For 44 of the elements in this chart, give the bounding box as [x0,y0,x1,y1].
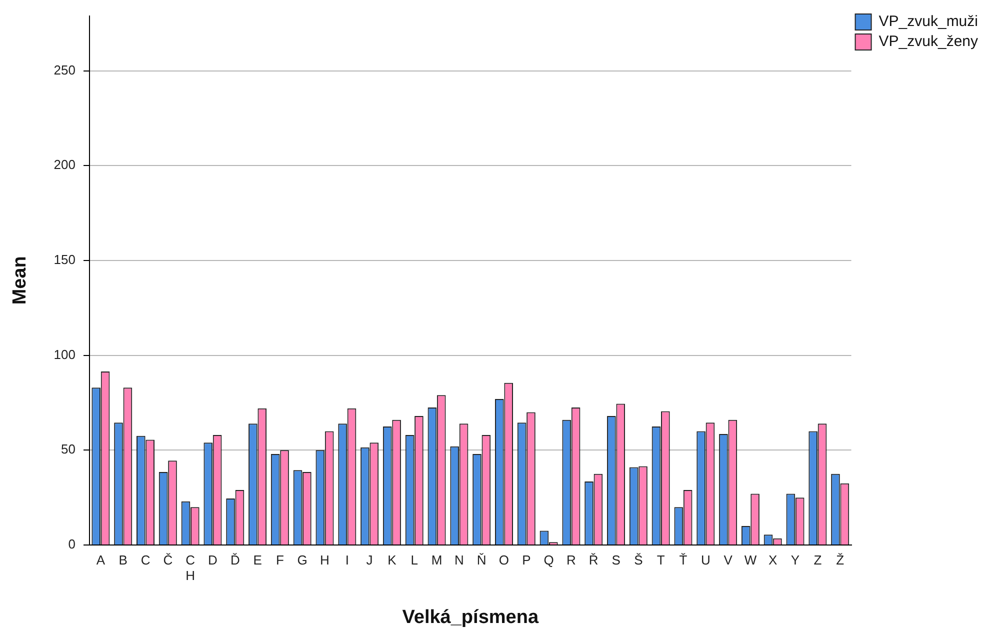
x-tick-label: Č [163,552,173,568]
x-tick-label: K [388,552,397,568]
x-tick-label: N [454,552,464,568]
x-tick-label: Z [814,552,822,568]
x-tick-label: O [498,552,510,568]
x-tick-label: Ň [476,552,486,568]
x-tick-label: D [208,552,218,568]
x-tick-label: V [724,552,733,568]
x-tick-label: M [431,552,442,568]
x-tick-label: Ř [588,552,598,568]
x-tick-label: L [410,552,418,568]
x-tick-label: CH [186,552,196,583]
x-tick-label: R [566,552,576,568]
y-tick-label: 0 [68,536,76,552]
x-tick-label: H [320,552,330,568]
x-tick-label: X [768,552,778,568]
x-tick-label: Q [544,552,554,568]
x-tick-label: Ď [230,552,240,568]
x-tick-label: P [522,552,531,568]
legend-label: VP_zvuk_ženy [878,33,978,50]
y-tick-label: 250 [54,62,76,78]
legend-label: VP_zvuk_muži [878,13,978,30]
x-tick-label: J [366,552,373,568]
y-tick-label: 100 [54,346,76,362]
y-tick-label: 50 [61,442,76,457]
x-tick-label: S [612,552,621,568]
x-tick-label: C [140,552,150,568]
x-tick-label: I [345,552,349,568]
x-axis-title: Velká_písmena [402,606,539,628]
y-tick-label: 200 [54,157,76,172]
x-tick-label: B [118,552,128,568]
x-tick-label: A [96,552,106,568]
x-tick-label: F [276,552,284,568]
x-tick-label: T [656,552,665,568]
x-tick-label: E [253,552,262,568]
y-axis-title: Mean [10,256,31,305]
x-tick-label: Ž [836,552,844,568]
x-tick-label: W [744,552,758,568]
x-tick-label: G [297,552,308,568]
x-tick-label: U [700,552,710,568]
x-tick-label: Y [790,552,800,568]
x-tick-label: Ť [679,552,688,568]
x-tick-label: Š [634,552,644,568]
y-tick-label: 150 [54,252,76,268]
